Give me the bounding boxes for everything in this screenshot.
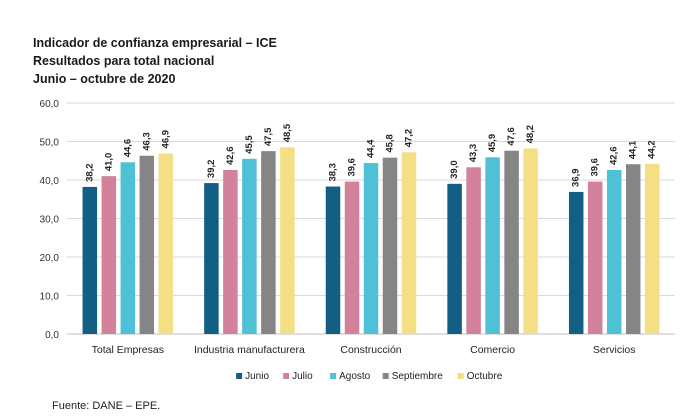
x-category-label: Construcción xyxy=(340,344,401,356)
bar-octubre xyxy=(523,148,538,334)
legend-swatch-junio xyxy=(236,373,243,379)
bar-agosto xyxy=(485,157,500,334)
data-label: 44,1 xyxy=(628,140,639,159)
bar-julio xyxy=(101,176,117,334)
legend-swatch-septiembre xyxy=(382,373,389,379)
x-category-label: Total Empresas xyxy=(92,344,164,356)
y-tick-label: 10,0 xyxy=(40,292,60,303)
data-label: 47,2 xyxy=(404,129,415,148)
bar-septiembre xyxy=(139,155,155,334)
data-label: 39,6 xyxy=(347,158,358,177)
bar-julio xyxy=(587,181,603,334)
bar-junio xyxy=(82,186,98,334)
y-tick-label: 0,0 xyxy=(45,330,59,341)
data-label: 44,4 xyxy=(366,139,377,158)
chart-subtitle: Resultados para total nacional xyxy=(33,54,215,68)
legend-label: Agosto xyxy=(339,371,371,382)
source-note: Fuente: DANE – EPE. xyxy=(52,400,161,412)
data-label: 47,6 xyxy=(506,127,517,145)
y-tick-label: 50,0 xyxy=(40,138,60,149)
data-label: 39,0 xyxy=(449,160,460,179)
legend-swatch-julio xyxy=(283,373,290,379)
chart-period: Junio – octubre de 2020 xyxy=(33,72,176,86)
bar-junio xyxy=(447,183,462,334)
data-label: 39,2 xyxy=(206,160,217,179)
chart-title: Indicador de confianza empresarial – ICE xyxy=(33,36,277,50)
x-category-label: Comercio xyxy=(470,344,515,356)
bar-agosto xyxy=(606,169,622,334)
bar-septiembre xyxy=(625,164,641,334)
legend-swatch-agosto xyxy=(330,373,337,379)
bar-septiembre xyxy=(382,157,398,334)
y-tick-label: 20,0 xyxy=(40,253,60,264)
data-label: 48,2 xyxy=(525,125,536,144)
data-label: 45,5 xyxy=(244,135,255,154)
bar-octubre xyxy=(401,152,417,334)
data-label: 48,5 xyxy=(282,123,293,142)
data-label: 46,9 xyxy=(160,130,171,149)
y-tick-label: 30,0 xyxy=(40,215,60,226)
x-category-label: Industria manufacturera xyxy=(194,344,305,356)
data-label: 44,6 xyxy=(122,139,133,158)
legend-label: Septiembre xyxy=(392,371,444,382)
bar-octubre xyxy=(644,163,660,334)
data-label: 42,6 xyxy=(609,146,620,165)
data-label: 45,8 xyxy=(385,134,396,153)
x-category-label: Servicios xyxy=(593,344,636,356)
y-tick-label: 60,0 xyxy=(40,99,60,110)
legend-label: Julio xyxy=(292,371,313,382)
data-label: 39,6 xyxy=(590,158,601,177)
data-label: 38,3 xyxy=(328,163,339,182)
bar-octubre xyxy=(280,147,295,334)
bar-junio xyxy=(204,183,219,334)
data-label: 46,3 xyxy=(141,132,152,151)
data-label: 36,9 xyxy=(571,168,582,187)
data-label: 44,2 xyxy=(647,140,658,159)
bar-julio xyxy=(466,167,481,334)
data-label: 41,0 xyxy=(103,153,114,172)
bar-agosto xyxy=(363,163,379,334)
bar-junio xyxy=(568,191,584,334)
bar-agosto xyxy=(120,162,136,334)
data-label: 38,2 xyxy=(84,163,95,182)
bar-junio xyxy=(325,186,341,334)
bar-octubre xyxy=(158,153,174,334)
data-label: 47,5 xyxy=(263,127,274,146)
data-label: 45,9 xyxy=(487,134,498,153)
data-label: 42,6 xyxy=(225,146,236,165)
bar-agosto xyxy=(242,158,257,334)
bar-septiembre xyxy=(261,151,276,334)
legend-label: Octubre xyxy=(467,371,503,382)
data-label: 43,3 xyxy=(468,144,479,163)
bar-julio xyxy=(223,169,238,334)
legend-swatch-octubre xyxy=(457,373,464,379)
bar-julio xyxy=(344,181,360,334)
y-tick-label: 40,0 xyxy=(40,176,60,187)
chart-title-block: Indicador de confianza empresarial – ICE… xyxy=(33,34,277,88)
bar-septiembre xyxy=(504,150,519,334)
legend-label: Junio xyxy=(245,371,269,382)
